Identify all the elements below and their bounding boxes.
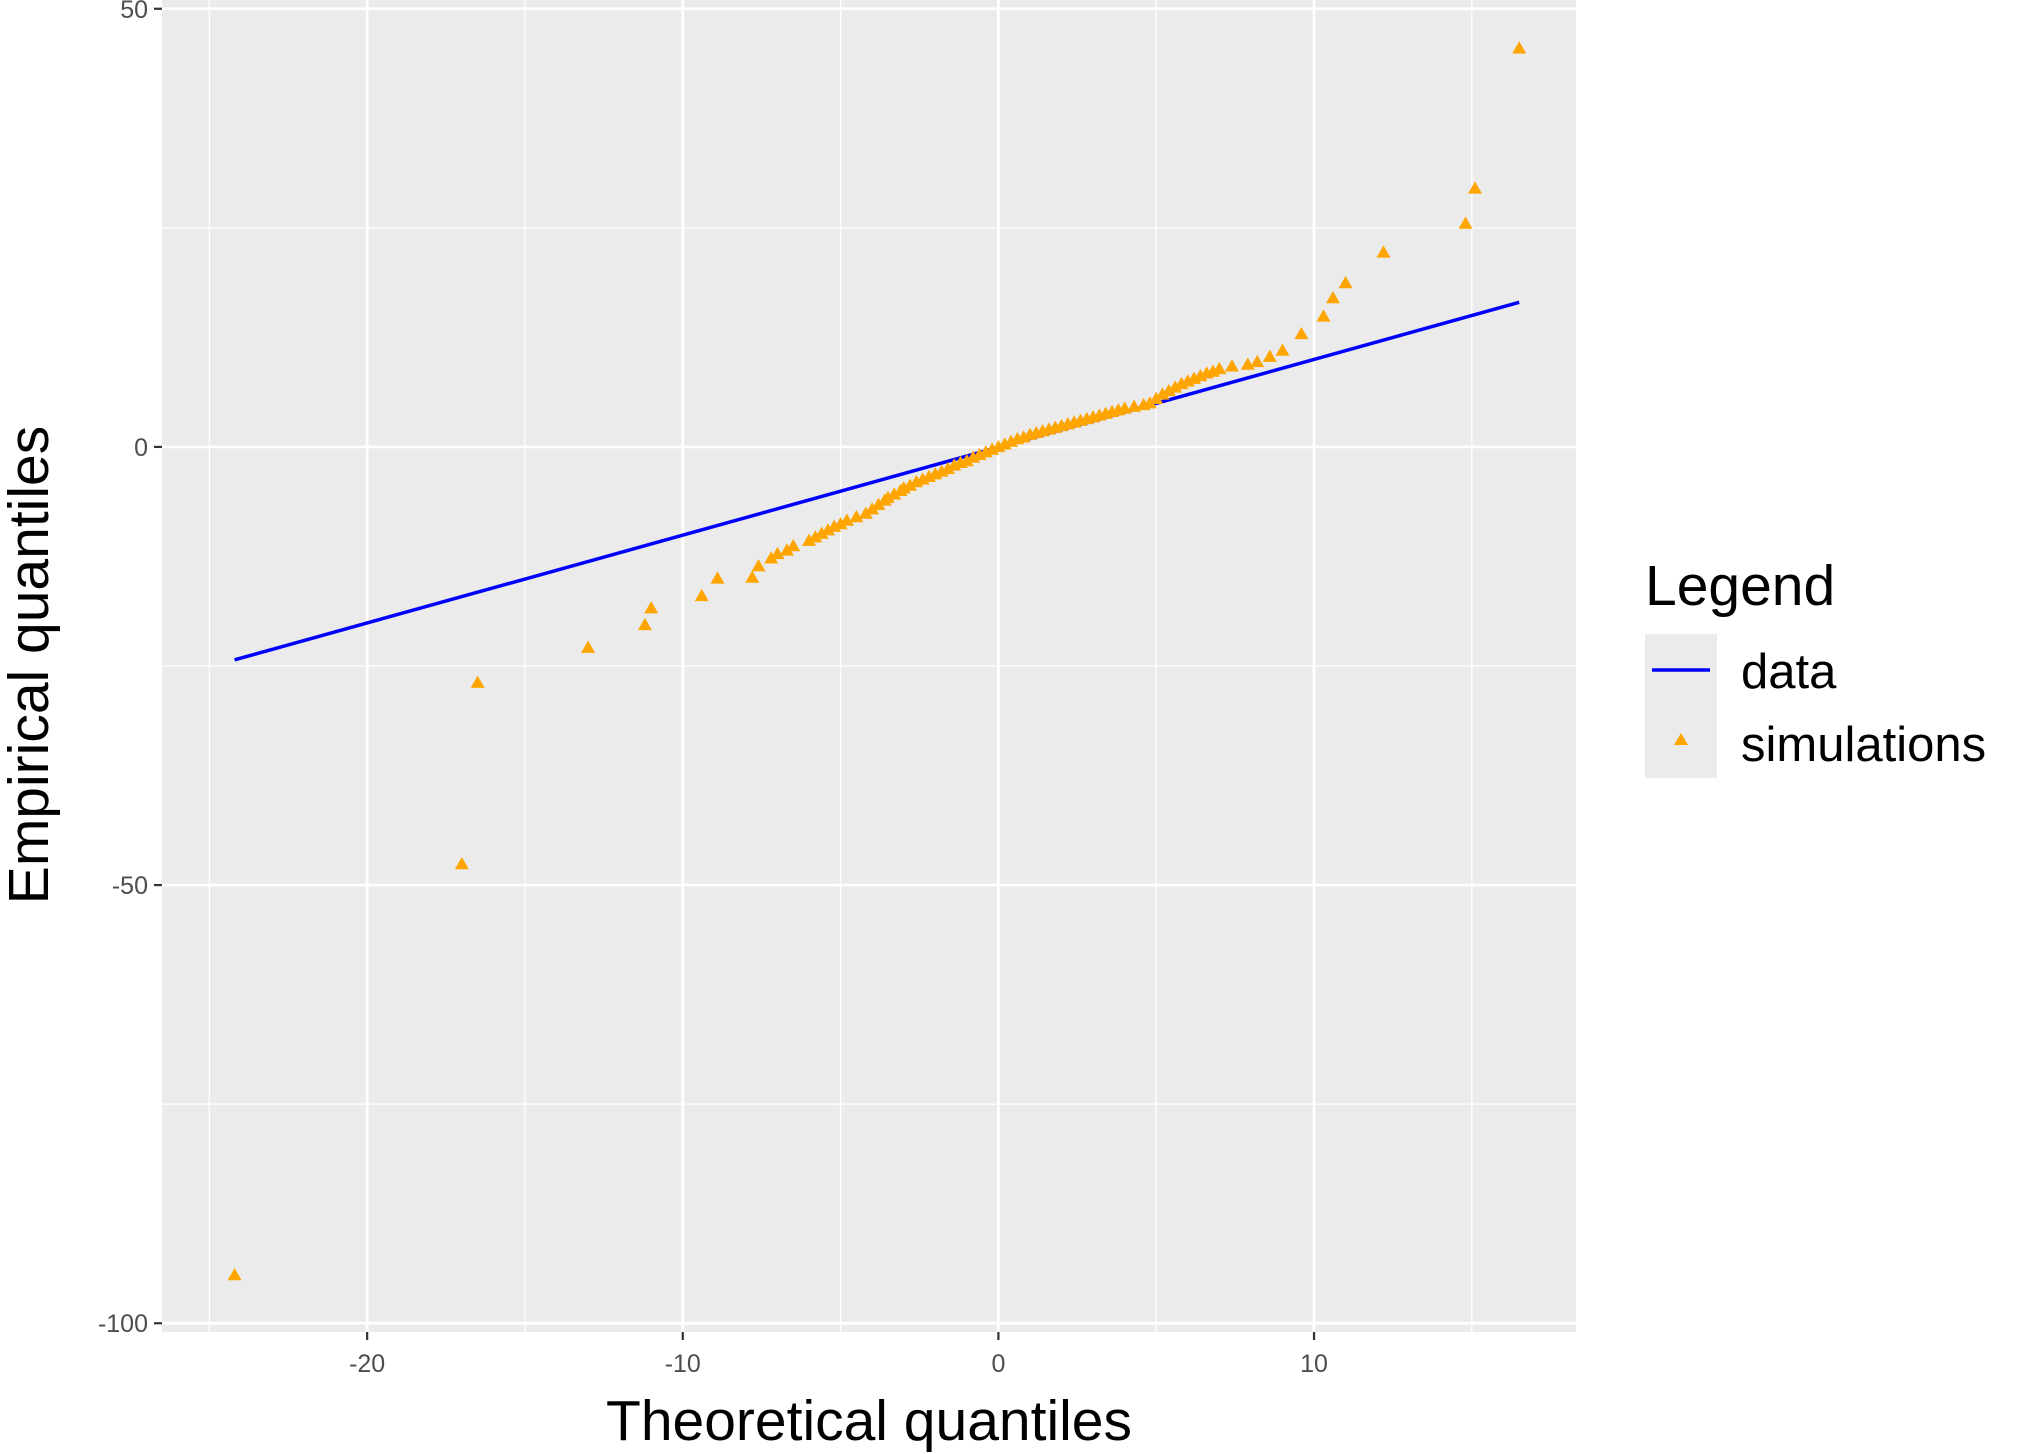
simulation-point — [865, 502, 880, 515]
simulation-point — [1155, 387, 1170, 400]
y-tick-label: -50 — [112, 872, 148, 900]
simulation-point — [1161, 383, 1176, 397]
simulation-point — [227, 1268, 242, 1281]
data-line — [234, 300, 1520, 662]
simulation-point — [470, 675, 485, 688]
simulation-point — [751, 559, 766, 572]
minor-gridlines — [162, 0, 1576, 1332]
simulation-point — [858, 506, 873, 519]
simulation-point — [779, 543, 794, 556]
simulation-point — [1316, 309, 1331, 322]
simulation-point — [940, 461, 955, 475]
simulation-point — [871, 497, 886, 511]
simulation-point — [849, 510, 864, 523]
simulation-point — [710, 571, 725, 584]
simulation-point — [1224, 359, 1239, 372]
legend: Legend data simulations — [1645, 554, 1986, 778]
series-layer — [227, 41, 1527, 1281]
simulation-point — [786, 538, 801, 552]
legend-key-simulations-triangle — [1674, 733, 1688, 745]
simulation-point — [903, 478, 918, 491]
simulation-point — [1212, 361, 1227, 375]
x-tick-label: -10 — [665, 1350, 701, 1378]
simulation-point — [1376, 245, 1391, 258]
x-tick-label: 0 — [991, 1350, 1005, 1378]
simulation-point — [1468, 181, 1482, 194]
simulation-point — [745, 570, 760, 583]
simulation-point — [1149, 391, 1164, 404]
simulation-point — [1275, 343, 1290, 356]
simulation-point — [802, 533, 817, 546]
x-tick-label: -20 — [349, 1350, 385, 1378]
simulation-point — [1250, 354, 1265, 368]
y-tick-label: -100 — [98, 1310, 148, 1338]
x-axis-title: Theoretical quantiles — [606, 1389, 1132, 1453]
simulation-point — [833, 517, 848, 530]
y-axis: -100 -50 0 50 — [98, 0, 162, 1338]
simulation-point — [959, 453, 974, 467]
simulation-point — [820, 523, 835, 536]
y-tick-label: 0 — [134, 434, 148, 462]
simulation-point — [808, 530, 823, 543]
simulation-point — [581, 640, 596, 653]
simulation-point — [1338, 276, 1353, 289]
x-axis: -20 -10 0 10 — [349, 1332, 1328, 1378]
simulation-point — [1458, 216, 1473, 229]
simulation-point — [1294, 326, 1309, 340]
simulation-point — [1168, 380, 1183, 393]
simulation-point — [814, 526, 829, 539]
simulation-point — [770, 546, 785, 560]
legend-label-simulations: simulations — [1741, 718, 1986, 772]
simulation-point — [764, 551, 779, 564]
simulation-point — [1512, 41, 1527, 54]
legend-label-data: data — [1741, 645, 1837, 699]
simulation-point — [1142, 396, 1157, 409]
simulation-point — [887, 487, 902, 500]
simulation-point — [839, 513, 854, 526]
y-tick-label: 50 — [120, 0, 148, 24]
simulation-point — [1325, 290, 1340, 304]
simulation-point — [694, 588, 709, 602]
legend-title: Legend — [1645, 554, 1835, 618]
simulation-point — [644, 601, 659, 614]
simulation-point — [454, 857, 469, 870]
simulation-point — [880, 490, 895, 503]
simulation-point — [637, 617, 652, 631]
y-axis-title: Empirical quantiles — [0, 426, 61, 904]
simulation-point — [1262, 349, 1277, 362]
x-tick-label: 10 — [1300, 1350, 1328, 1378]
legend-key-background — [1645, 634, 1717, 778]
major-gridlines — [162, 0, 1576, 1332]
